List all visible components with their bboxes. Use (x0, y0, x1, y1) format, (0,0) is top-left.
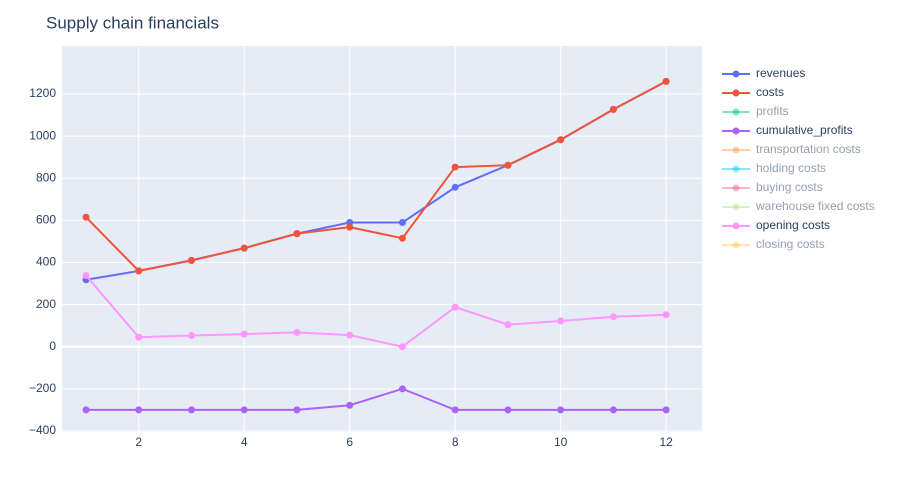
y-tick-label: −400 (29, 423, 56, 437)
data-point (398, 218, 406, 226)
data-point (187, 406, 195, 414)
legend-marker (732, 70, 740, 78)
data-point (609, 406, 617, 414)
data-point (293, 328, 301, 336)
x-tick-label: 8 (452, 435, 459, 449)
series-line (85, 387, 667, 411)
legend-label[interactable]: cumulative_profits (756, 123, 853, 137)
data-point (504, 406, 512, 414)
x-tick-label: 10 (554, 435, 568, 449)
x-tick-label: 12 (659, 435, 673, 449)
data-point (557, 406, 565, 414)
data-point (609, 105, 617, 113)
y-tick-label: 200 (36, 297, 56, 311)
legend-marker (732, 89, 740, 97)
data-point (346, 223, 354, 231)
data-point (135, 406, 143, 414)
data-point (662, 311, 670, 319)
chart-title: Supply chain financials (46, 13, 219, 32)
y-tick-label: 0 (49, 339, 56, 353)
data-point (504, 161, 512, 169)
data-point (451, 303, 459, 311)
legend-label[interactable]: warehouse fixed costs (755, 199, 875, 213)
data-point (451, 183, 459, 191)
data-point (135, 267, 143, 275)
data-point (82, 213, 90, 221)
data-point (346, 331, 354, 339)
data-point (504, 321, 512, 329)
legend-marker (732, 127, 740, 135)
data-point (557, 317, 565, 325)
legend-label[interactable]: opening costs (756, 218, 830, 232)
legend-label[interactable]: revenues (756, 66, 805, 80)
legend-label[interactable]: costs (756, 85, 784, 99)
x-tick-label: 6 (346, 435, 353, 449)
data-point (293, 406, 301, 414)
y-tick-label: −200 (29, 381, 56, 395)
data-point (557, 136, 565, 144)
data-point (240, 244, 248, 252)
y-tick-label: 600 (36, 213, 56, 227)
data-point (609, 313, 617, 321)
legend-label[interactable]: buying costs (756, 180, 823, 194)
y-tick-label: 400 (36, 255, 56, 269)
legend-label[interactable]: holding costs (756, 161, 826, 175)
data-point (398, 234, 406, 242)
data-point (135, 333, 143, 341)
legend-label[interactable]: profits (756, 104, 789, 118)
legend-marker (732, 184, 740, 192)
series-line (85, 274, 667, 348)
legend-marker (732, 203, 740, 211)
data-point (451, 163, 459, 171)
data-point (346, 401, 354, 409)
legend-marker (732, 241, 740, 249)
x-tick-label: 2 (135, 435, 142, 449)
data-point (240, 330, 248, 338)
plot-background (62, 46, 702, 432)
y-tick-label: 1200 (29, 86, 56, 100)
data-point (293, 230, 301, 238)
legend-label[interactable]: closing costs (756, 237, 825, 251)
data-point (398, 343, 406, 351)
data-point (662, 406, 670, 414)
data-point (82, 406, 90, 414)
series-line (85, 80, 667, 272)
legend-marker (732, 165, 740, 173)
data-point (451, 406, 459, 414)
data-point (398, 385, 406, 393)
y-tick-label: 800 (36, 170, 56, 184)
data-point (187, 256, 195, 264)
y-tick-label: 1000 (29, 128, 56, 142)
legend-label[interactable]: transportation costs (756, 142, 861, 156)
data-point (240, 406, 248, 414)
x-tick-label: 4 (241, 435, 248, 449)
data-point (187, 332, 195, 340)
data-point (662, 77, 670, 85)
data-point (82, 272, 90, 280)
legend-marker (732, 222, 740, 230)
legend-marker (732, 146, 740, 154)
legend-marker (732, 108, 740, 116)
